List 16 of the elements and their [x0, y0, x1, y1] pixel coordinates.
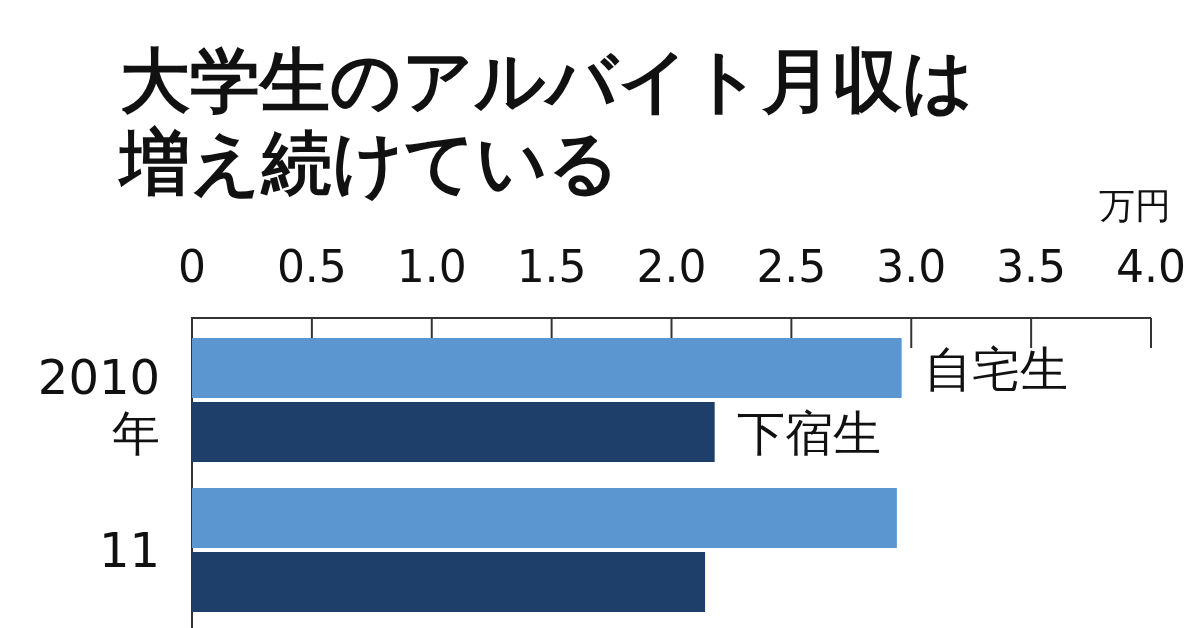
x-tick-label: 0 [178, 241, 206, 292]
x-tick-label: 2.0 [636, 241, 707, 292]
category: 11 [98, 522, 160, 578]
xlabel: 万円 [1099, 185, 1171, 226]
title: 大学生のアルバイト月収は増え続けている [120, 40, 975, 204]
x-tick-label: 4.0 [1116, 241, 1186, 292]
xtick: 4.0 [1116, 241, 1186, 349]
x-tick-label: 2.5 [756, 241, 827, 292]
x-tick-label: 1.5 [516, 241, 587, 292]
series-label: 自宅生 [923, 341, 1068, 397]
x-tick-label: 1.0 [396, 241, 467, 292]
category: 2010年 [37, 349, 160, 461]
series-label: 下宿生 [736, 405, 881, 461]
x-tick-label: 3.0 [876, 241, 947, 292]
x-tick-label: 0.5 [276, 241, 347, 292]
x-tick-label: 3.5 [996, 241, 1067, 292]
